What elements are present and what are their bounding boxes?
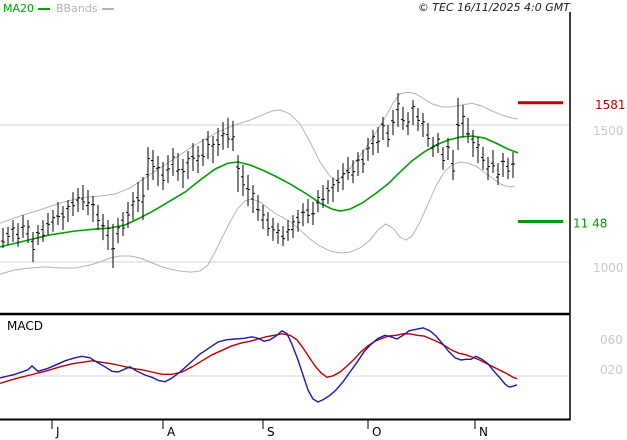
macd-main-line — [0, 327, 518, 403]
price-gridline-label: 1500 — [593, 124, 624, 138]
macd-panel-label: MACD — [7, 319, 43, 333]
copyright-text: © TEC 16/11/2025 4:0 GMT — [417, 1, 570, 14]
level-label: 1581 — [595, 98, 626, 112]
month-label: S — [267, 425, 275, 439]
price-gridline-label: 1000 — [593, 261, 624, 275]
macd-axis-label: 020 — [600, 363, 623, 377]
ma20-line-swatch-icon — [38, 7, 51, 10]
month-label: N — [479, 425, 488, 439]
month-label: J — [55, 425, 60, 439]
legend-bbands-label: BBands — [56, 2, 98, 15]
bollinger-lower-line — [0, 161, 516, 275]
month-label: A — [167, 425, 176, 439]
legend-ma20-label: MA20 — [3, 2, 35, 15]
macd-signal-line — [0, 333, 518, 384]
legend: MA20 BBands — [3, 2, 114, 15]
macd-axis-label: 060 — [600, 333, 623, 347]
legend-item-ma20: MA20 — [3, 2, 51, 15]
bbands-line-swatch-icon — [101, 7, 114, 10]
legend-item-bbands: BBands — [56, 2, 114, 15]
month-label: O — [372, 425, 381, 439]
level-label: 11 48 — [573, 216, 607, 230]
bollinger-upper-line — [0, 91, 519, 224]
